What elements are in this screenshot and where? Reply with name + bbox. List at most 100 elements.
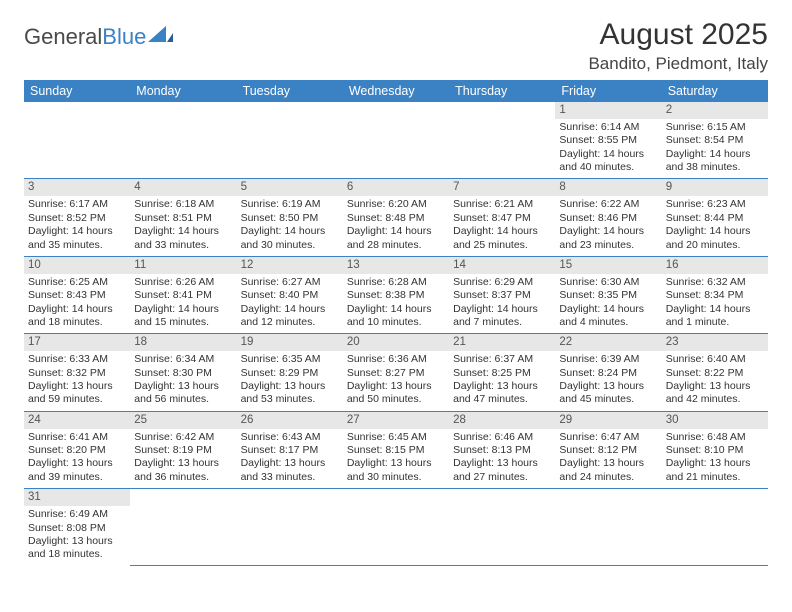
sunrise: Sunrise: 6:33 AM [28,353,126,366]
sunrise: Sunrise: 6:27 AM [241,276,339,289]
title-block: August 2025 Bandito, Piedmont, Italy [588,18,768,74]
sunrise: Sunrise: 6:47 AM [559,431,657,444]
sunset: Sunset: 8:32 PM [28,367,126,380]
calendar-cell: 25Sunrise: 6:42 AMSunset: 8:19 PMDayligh… [130,411,236,488]
location: Bandito, Piedmont, Italy [588,54,768,74]
daylight: Daylight: 13 hours and 53 minutes. [241,380,339,407]
daylight: Daylight: 14 hours and 12 minutes. [241,303,339,330]
day-number: 24 [24,412,130,429]
calendar-cell: 18Sunrise: 6:34 AMSunset: 8:30 PMDayligh… [130,334,236,411]
calendar-cell: 23Sunrise: 6:40 AMSunset: 8:22 PMDayligh… [662,334,768,411]
daylight: Daylight: 13 hours and 30 minutes. [347,457,445,484]
calendar-cell: 22Sunrise: 6:39 AMSunset: 8:24 PMDayligh… [555,334,661,411]
daylight: Daylight: 14 hours and 15 minutes. [134,303,232,330]
calendar-cell-empty [343,489,449,566]
daylight: Daylight: 14 hours and 25 minutes. [453,225,551,252]
weekday-header: Thursday [449,80,555,102]
calendar-cell: 8Sunrise: 6:22 AMSunset: 8:46 PMDaylight… [555,179,661,256]
sunset: Sunset: 8:51 PM [134,212,232,225]
calendar-week: 1Sunrise: 6:14 AMSunset: 8:55 PMDaylight… [24,102,768,179]
sunrise: Sunrise: 6:49 AM [28,508,126,521]
daylight: Daylight: 14 hours and 10 minutes. [347,303,445,330]
daylight: Daylight: 13 hours and 56 minutes. [134,380,232,407]
calendar-cell-empty [130,489,236,566]
sunset: Sunset: 8:35 PM [559,289,657,302]
calendar-week: 10 Sunrise: 6:25 AMSunset: 8:43 PM Dayligh… [24,256,768,333]
daylight: Daylight: 14 hours and 30 minutes. [241,225,339,252]
day-number: 12 [237,257,343,274]
sunset: Sunset: 8:52 PM [28,212,126,225]
sunset: Sunset: 8:30 PM [134,367,232,380]
daylight: Daylight: 13 hours and 42 minutes. [666,380,764,407]
daylight: Daylight: 14 hours and 23 minutes. [559,225,657,252]
daylight: Daylight: 13 hours and 24 minutes. [559,457,657,484]
day-number: 2 [662,102,768,119]
day-number: 13 [343,257,449,274]
sunset: Sunset: 8:55 PM [559,134,657,147]
daylight: Daylight: 14 hours and 4 minutes. [559,303,657,330]
calendar-cell: 3Sunrise: 6:17 AMSunset: 8:52 PMDaylight… [24,179,130,256]
day-number: 22 [555,334,661,351]
calendar-cell: 28Sunrise: 6:46 AMSunset: 8:13 PMDayligh… [449,411,555,488]
sunset: Sunset: 8:15 PM [347,444,445,457]
weekday-header-row: SundayMondayTuesdayWednesdayThursdayFrid… [24,80,768,102]
calendar-cell: 1Sunrise: 6:14 AMSunset: 8:55 PMDaylight… [555,102,661,179]
calendar-week: 24Sunrise: 6:41 AMSunset: 8:20 PMDayligh… [24,411,768,488]
sunset: Sunset: 8:43 PM [28,289,126,302]
sunrise: Sunrise: 6:14 AM [559,121,657,134]
calendar-cell: 20Sunrise: 6:36 AMSunset: 8:27 PMDayligh… [343,334,449,411]
sunrise: Sunrise: 6:15 AM [666,121,764,134]
calendar-cell-empty [555,489,661,566]
calendar-cell: 12Sunrise: 6:27 AMSunset: 8:40 PMDayligh… [237,256,343,333]
day-number: 23 [662,334,768,351]
calendar-cell-empty [662,489,768,566]
calendar-week: 17Sunrise: 6:33 AMSunset: 8:32 PMDayligh… [24,334,768,411]
calendar-cell: 29Sunrise: 6:47 AMSunset: 8:12 PMDayligh… [555,411,661,488]
calendar-cell: 2Sunrise: 6:15 AMSunset: 8:54 PMDaylight… [662,102,768,179]
day-number: 21 [449,334,555,351]
sunset: Sunset: 8:38 PM [347,289,445,302]
weekday-header: Monday [130,80,236,102]
sunrise: Sunrise: 6:45 AM [347,431,445,444]
logo-text-general: General [24,24,102,50]
day-number: 31 [24,489,130,506]
calendar-cell: 26Sunrise: 6:43 AMSunset: 8:17 PMDayligh… [237,411,343,488]
sunrise: Sunrise: 6:37 AM [453,353,551,366]
calendar-cell: 19Sunrise: 6:35 AMSunset: 8:29 PMDayligh… [237,334,343,411]
sunset: Sunset: 8:24 PM [559,367,657,380]
sunset: Sunset: 8:29 PM [241,367,339,380]
daylight: Daylight: 13 hours and 33 minutes. [241,457,339,484]
calendar-cell-empty [449,102,555,179]
day-number: 7 [449,179,555,196]
day-number: 15 [555,257,661,274]
calendar-cell: 6Sunrise: 6:20 AMSunset: 8:48 PMDaylight… [343,179,449,256]
day-number: 10 [24,257,130,274]
day-number: 4 [130,179,236,196]
sunset: Sunset: 8:08 PM [28,522,126,535]
day-number: 8 [555,179,661,196]
calendar-cell: 24Sunrise: 6:41 AMSunset: 8:20 PMDayligh… [24,411,130,488]
sunset: Sunset: 8:47 PM [453,212,551,225]
day-number: 14 [449,257,555,274]
sunset: Sunset: 8:48 PM [347,212,445,225]
sunset: Sunset: 8:34 PM [666,289,764,302]
calendar-cell: 5Sunrise: 6:19 AMSunset: 8:50 PMDaylight… [237,179,343,256]
daylight: Daylight: 13 hours and 21 minutes. [666,457,764,484]
day-number: 29 [555,412,661,429]
sunrise: Sunrise: 6:26 AM [134,276,232,289]
sunset: Sunset: 8:37 PM [453,289,551,302]
daylight: Daylight: 13 hours and 45 minutes. [559,380,657,407]
sunset: Sunset: 8:10 PM [666,444,764,457]
daylight: Daylight: 14 hours and 35 minutes. [28,225,126,252]
weekday-header: Friday [555,80,661,102]
calendar-cell: 11Sunrise: 6:26 AMSunset: 8:41 PMDayligh… [130,256,236,333]
calendar-cell: 7Sunrise: 6:21 AMSunset: 8:47 PMDaylight… [449,179,555,256]
sunrise: Sunrise: 6:36 AM [347,353,445,366]
day-number: 26 [237,412,343,429]
calendar-cell-empty [237,102,343,179]
sunset: Sunset: 8:13 PM [453,444,551,457]
calendar-cell: 16Sunrise: 6:32 AMSunset: 8:34 PMDayligh… [662,256,768,333]
sunset: Sunset: 8:17 PM [241,444,339,457]
sunrise: Sunrise: 6:25 AM [28,276,126,289]
day-number: 25 [130,412,236,429]
